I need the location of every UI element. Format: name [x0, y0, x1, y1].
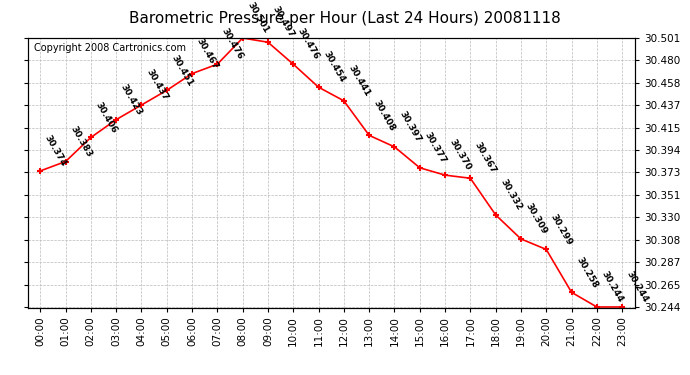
Text: 30.451: 30.451	[170, 53, 195, 88]
Text: 30.377: 30.377	[422, 130, 448, 165]
Text: 30.374: 30.374	[43, 134, 68, 168]
Text: 30.423: 30.423	[119, 82, 144, 117]
Text: 30.454: 30.454	[322, 50, 346, 84]
Text: 30.397: 30.397	[397, 110, 422, 144]
Text: 30.467: 30.467	[195, 36, 220, 71]
Text: Barometric Pressure per Hour (Last 24 Hours) 20081118: Barometric Pressure per Hour (Last 24 Ho…	[129, 11, 561, 26]
Text: 30.370: 30.370	[448, 138, 473, 172]
Text: 30.476: 30.476	[296, 27, 322, 62]
Text: 30.383: 30.383	[68, 124, 93, 159]
Text: 30.244: 30.244	[600, 270, 625, 304]
Text: 30.501: 30.501	[246, 1, 270, 35]
Text: 30.497: 30.497	[270, 5, 296, 39]
Text: 30.441: 30.441	[346, 63, 372, 98]
Text: 30.332: 30.332	[498, 178, 524, 212]
Text: 30.244: 30.244	[625, 270, 650, 304]
Text: 30.406: 30.406	[94, 100, 119, 135]
Text: Copyright 2008 Cartronics.com: Copyright 2008 Cartronics.com	[34, 43, 186, 53]
Text: 30.437: 30.437	[144, 68, 170, 102]
Text: 30.309: 30.309	[524, 202, 549, 236]
Text: 30.299: 30.299	[549, 212, 574, 247]
Text: 30.476: 30.476	[220, 27, 246, 62]
Text: 30.258: 30.258	[574, 255, 600, 290]
Text: 30.408: 30.408	[372, 98, 397, 133]
Text: 30.367: 30.367	[473, 141, 498, 176]
